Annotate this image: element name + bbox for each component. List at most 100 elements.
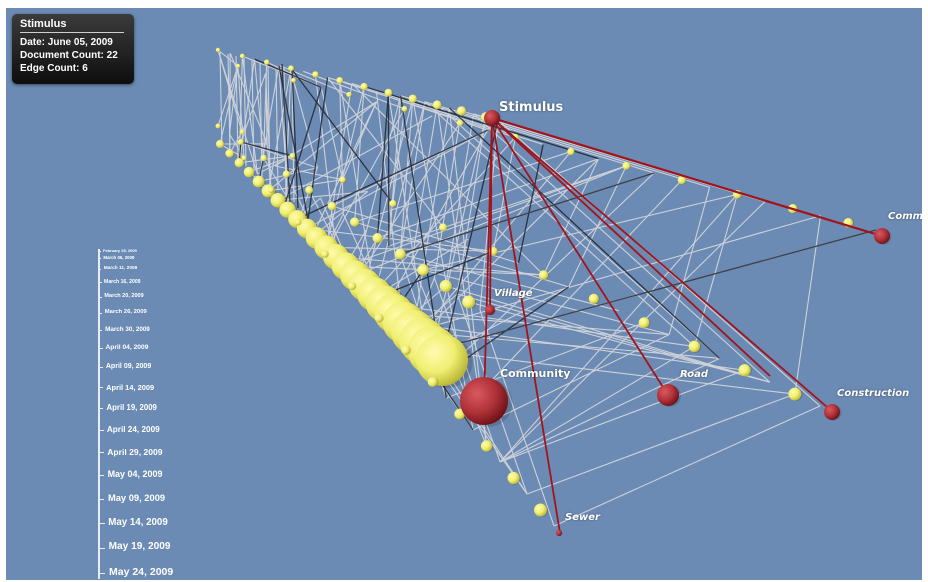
time-node[interactable] xyxy=(638,317,651,329)
time-node[interactable] xyxy=(401,105,408,112)
timeline-tick xyxy=(98,367,103,369)
time-node[interactable] xyxy=(347,282,357,291)
time-node[interactable] xyxy=(336,77,344,85)
node-label-road[interactable]: Road xyxy=(680,369,708,380)
time-node[interactable] xyxy=(339,176,347,184)
time-node[interactable] xyxy=(738,364,752,377)
node-construction[interactable] xyxy=(824,404,842,421)
time-node[interactable] xyxy=(401,345,412,356)
time-node[interactable] xyxy=(294,218,302,226)
timeline-date-label[interactable]: May 14, 2009 xyxy=(108,516,168,528)
time-node[interactable] xyxy=(235,63,241,69)
time-node[interactable] xyxy=(288,65,295,72)
time-node[interactable] xyxy=(389,199,398,208)
timeline-date-label[interactable]: March 11, 2009 xyxy=(103,265,138,271)
node-stimulus[interactable] xyxy=(484,110,502,127)
time-node[interactable] xyxy=(456,119,464,127)
edge xyxy=(219,51,223,149)
timeline-date-label[interactable]: April 14, 2009 xyxy=(106,382,155,392)
timeline-date-label[interactable]: March 20, 2009 xyxy=(104,293,144,300)
time-node[interactable] xyxy=(416,334,473,389)
time-node[interactable] xyxy=(567,147,576,156)
time-node[interactable] xyxy=(215,47,221,53)
time-node[interactable] xyxy=(239,129,245,135)
edge-dark xyxy=(240,141,293,157)
timeline-date-label[interactable]: April 19, 2009 xyxy=(106,403,157,413)
timeline-date-label[interactable]: May 09, 2009 xyxy=(107,492,166,503)
time-node[interactable] xyxy=(538,270,550,280)
edge xyxy=(445,285,770,383)
time-node[interactable] xyxy=(260,154,268,162)
time-node[interactable] xyxy=(622,161,631,171)
time-node[interactable] xyxy=(588,293,600,305)
network-scene[interactable] xyxy=(6,8,922,580)
time-node[interactable] xyxy=(456,106,467,116)
timeline-date-label[interactable]: March 16, 2009 xyxy=(104,278,141,285)
timeline-date-label[interactable]: March 06, 2009 xyxy=(103,255,135,261)
time-node[interactable] xyxy=(243,166,256,178)
time-node[interactable] xyxy=(239,53,246,59)
time-node[interactable] xyxy=(788,387,803,402)
timeline-date-label[interactable]: February 25, 2009 xyxy=(103,248,137,254)
time-node[interactable] xyxy=(534,503,549,517)
node-label-stimulus[interactable]: Stimulus xyxy=(499,100,564,115)
time-node[interactable] xyxy=(688,340,702,353)
node-sewer[interactable] xyxy=(556,530,563,537)
edge xyxy=(499,345,695,463)
time-node[interactable] xyxy=(264,59,270,66)
timeline-date-label[interactable]: April 04, 2009 xyxy=(105,343,149,351)
timeline-date-label[interactable]: April 24, 2009 xyxy=(106,424,160,434)
time-node[interactable] xyxy=(677,175,687,185)
time-node[interactable] xyxy=(350,217,361,228)
time-node[interactable] xyxy=(439,223,448,232)
time-node[interactable] xyxy=(312,71,320,78)
node-road[interactable] xyxy=(657,384,681,407)
time-node[interactable] xyxy=(360,82,369,91)
time-node[interactable] xyxy=(417,264,430,277)
time-node[interactable] xyxy=(480,440,494,453)
time-node[interactable] xyxy=(215,123,221,129)
time-node[interactable] xyxy=(237,139,245,146)
time-node[interactable] xyxy=(241,155,247,161)
time-node[interactable] xyxy=(321,250,330,258)
node-label-sewer[interactable]: Sewer xyxy=(565,512,600,523)
time-node[interactable] xyxy=(225,149,235,159)
time-node[interactable] xyxy=(305,186,314,195)
time-node[interactable] xyxy=(268,187,275,194)
time-node[interactable] xyxy=(507,471,521,485)
timeline-date-label[interactable]: April 29, 2009 xyxy=(107,446,163,457)
edge-dark xyxy=(306,77,329,229)
graph-viewport[interactable]: Stimulus Date: June 05, 2009 Document Co… xyxy=(6,8,922,580)
time-node[interactable] xyxy=(289,152,296,159)
timeline-date-label[interactable]: May 19, 2009 xyxy=(108,541,171,553)
node-village[interactable] xyxy=(485,305,496,316)
time-node[interactable] xyxy=(432,100,443,110)
node-label-committee[interactable]: Committee xyxy=(888,211,922,222)
timeline-date-label[interactable]: March 30, 2009 xyxy=(105,325,150,333)
edge xyxy=(499,357,720,463)
time-node[interactable] xyxy=(374,313,384,323)
node-committee[interactable] xyxy=(874,228,892,245)
timeline-date-label[interactable]: May 04, 2009 xyxy=(107,469,163,480)
time-node[interactable] xyxy=(462,295,477,309)
time-node[interactable] xyxy=(427,376,439,388)
node-label-community[interactable]: Community xyxy=(500,367,571,380)
time-node[interactable] xyxy=(234,158,245,168)
time-node[interactable] xyxy=(291,77,297,83)
timeline-date-label[interactable]: May 24, 2009 xyxy=(109,566,174,579)
time-node[interactable] xyxy=(327,201,337,211)
timeline-date-label[interactable]: March 26, 2009 xyxy=(104,308,147,315)
time-node[interactable] xyxy=(372,232,384,244)
node-community[interactable] xyxy=(460,377,513,427)
time-node[interactable] xyxy=(394,248,407,260)
time-node[interactable] xyxy=(252,175,266,188)
time-node[interactable] xyxy=(408,94,418,104)
time-node[interactable] xyxy=(384,88,394,97)
time-node[interactable] xyxy=(439,279,454,293)
node-label-construction[interactable]: Construction xyxy=(837,388,910,399)
time-node[interactable] xyxy=(346,91,353,98)
time-node[interactable] xyxy=(216,140,225,149)
timeline-date-label[interactable]: April 09, 2009 xyxy=(105,362,152,370)
time-node[interactable] xyxy=(282,170,291,178)
node-label-village[interactable]: Village xyxy=(494,288,533,299)
